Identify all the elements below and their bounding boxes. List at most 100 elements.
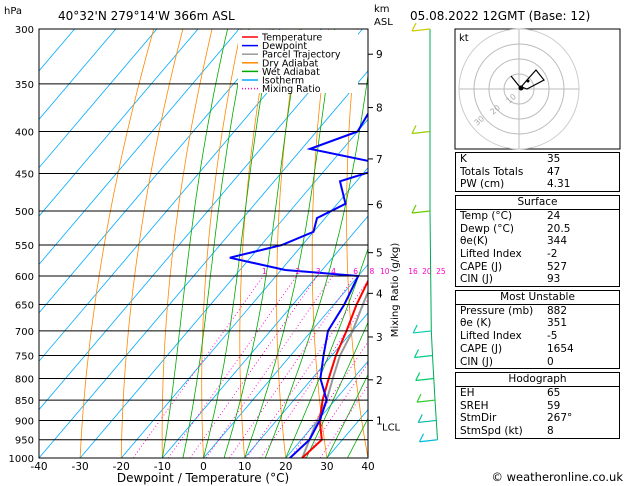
x-tick-label: 30 bbox=[320, 461, 333, 473]
pressure-tick-label: 900 bbox=[15, 416, 34, 427]
hodo-row: EH 65 bbox=[456, 387, 619, 400]
indices-box: K 35 Totals Totals 47 PW (cm) 4.31 bbox=[455, 152, 620, 193]
x-tick-label: 10 bbox=[238, 461, 251, 473]
row-value: 59 bbox=[547, 399, 561, 412]
row-label: Temp (°C) bbox=[460, 209, 513, 222]
isotherm-line bbox=[39, 29, 363, 411]
wind-barb-flag bbox=[411, 204, 417, 214]
wind-barb-flag bbox=[418, 433, 425, 442]
isotherm-line bbox=[39, 70, 368, 458]
row-value: 527 bbox=[547, 260, 568, 273]
pressure-tick-label: 1000 bbox=[9, 454, 34, 465]
hodograph-kt-label: kt bbox=[459, 33, 469, 44]
isotherm-line bbox=[39, 29, 281, 314]
row-value: 1654 bbox=[547, 342, 574, 355]
mixing-ratio-label: 10 bbox=[380, 267, 390, 276]
mixing-ratio-label: 1 bbox=[262, 267, 267, 276]
pressure-tick-label: 750 bbox=[15, 351, 34, 362]
row-value: 65 bbox=[547, 386, 561, 399]
wind-barb-flag bbox=[413, 349, 420, 358]
row-label: θe (K) bbox=[460, 317, 492, 330]
mu-row: CAPE (J) 1654 bbox=[456, 343, 619, 356]
km-tick-label: 2 bbox=[376, 375, 383, 387]
wind-barb-flag bbox=[417, 414, 423, 423]
hodograph-mean-wind bbox=[526, 79, 530, 83]
row-value: -5 bbox=[547, 330, 558, 343]
row-label: Lifted Index bbox=[460, 247, 522, 260]
wind-barb-flag bbox=[411, 22, 417, 32]
x-tick-label: -20 bbox=[113, 461, 130, 473]
legend-label: Dry Adiabat bbox=[262, 58, 319, 69]
wind-barb bbox=[411, 210, 431, 214]
pressure-tick-label: 650 bbox=[15, 301, 34, 312]
surface-row: θe(K) 344 bbox=[456, 235, 619, 248]
isotherm-line bbox=[39, 29, 240, 266]
hodograph-storm-motion bbox=[518, 85, 524, 91]
date-label: 05.08.2022 12GMT (Base: 12) bbox=[410, 9, 590, 23]
wind-barb-flag bbox=[415, 372, 421, 381]
isotherm-line bbox=[79, 118, 368, 458]
isotherm-line bbox=[120, 167, 368, 458]
row-label: θe(K) bbox=[460, 235, 488, 248]
surface-row: Lifted Index -2 bbox=[456, 248, 619, 261]
x-tick-label: -10 bbox=[154, 461, 171, 473]
row-label: Lifted Index bbox=[460, 330, 522, 343]
mixing-ratio-line bbox=[319, 384, 368, 458]
pressure-tick-label: 950 bbox=[15, 436, 34, 447]
mixing-ratio-label: 16 bbox=[408, 267, 418, 276]
wind-barb bbox=[419, 439, 438, 443]
row-label: CAPE (J) bbox=[460, 260, 503, 273]
plot-frame bbox=[38, 28, 369, 459]
legend-label: Dewpoint bbox=[262, 41, 307, 52]
wind-barb bbox=[411, 28, 431, 32]
x-tick-label: 20 bbox=[279, 461, 292, 473]
dry-adiabat-line bbox=[412, 29, 450, 458]
surface-row: CIN (J) 93 bbox=[456, 273, 619, 286]
mu-row: θe (K) 351 bbox=[456, 317, 619, 330]
row-value: 0 bbox=[547, 355, 554, 368]
index-label: PW (cm) bbox=[460, 178, 505, 191]
surface-title: Surface bbox=[517, 196, 558, 209]
row-label: CIN (J) bbox=[460, 355, 493, 368]
pressure-tick-label: 700 bbox=[15, 327, 34, 338]
x-tick-label: 0 bbox=[200, 461, 207, 473]
wind-barb-flag bbox=[411, 125, 417, 134]
mixing-ratio-label: 6 bbox=[353, 267, 358, 276]
mixing-ratio-label: 3 bbox=[316, 267, 321, 276]
index-row-pw: PW (cm) 4.31 bbox=[456, 178, 619, 191]
surface-row: CAPE (J) 527 bbox=[456, 261, 619, 274]
wind-barb bbox=[414, 354, 433, 359]
hodograph: kt 10 20 30 bbox=[454, 28, 621, 150]
dry-adiabat-line bbox=[346, 29, 368, 458]
wet-adiabat-line bbox=[182, 29, 250, 458]
lcl-label: LCL bbox=[382, 422, 401, 433]
mixing-ratio-label: 8 bbox=[369, 267, 374, 276]
most-unstable-box: Most Unstable Pressure (mb) 882 θe (K) 351… bbox=[455, 290, 620, 370]
x-tick-label: -40 bbox=[30, 461, 47, 473]
x-tick-label: -30 bbox=[72, 461, 89, 473]
mixing-ratio-label: 2 bbox=[295, 267, 300, 276]
pressure-tick-label: 300 bbox=[15, 25, 34, 36]
wind-barb-flag bbox=[416, 393, 422, 403]
wind-barb bbox=[413, 330, 432, 334]
parcel-trajectory-line bbox=[301, 289, 368, 458]
index-label: Totals Totals bbox=[460, 165, 524, 178]
wind-barb bbox=[415, 377, 434, 382]
wind-profile-line bbox=[429, 29, 438, 440]
dry-adiabat-line bbox=[620, 29, 629, 458]
legend-label: Isotherm bbox=[262, 76, 304, 87]
row-label: StmDir bbox=[460, 412, 497, 425]
km-tick-label: 8 bbox=[376, 103, 383, 115]
mixing-ratio-line bbox=[304, 362, 368, 458]
mixing-ratio-label: 25 bbox=[436, 267, 446, 276]
index-value: 35 bbox=[547, 153, 561, 165]
isotherm-line bbox=[244, 312, 368, 458]
isotherm-line bbox=[203, 263, 368, 458]
copyright[interactable]: © weatheronline.co.uk bbox=[491, 470, 623, 484]
x-tick-label: 40 bbox=[361, 461, 374, 473]
wind-barb bbox=[418, 419, 437, 424]
mu-row: Lifted Index -5 bbox=[456, 330, 619, 343]
wet-adiabat-line bbox=[305, 321, 368, 458]
